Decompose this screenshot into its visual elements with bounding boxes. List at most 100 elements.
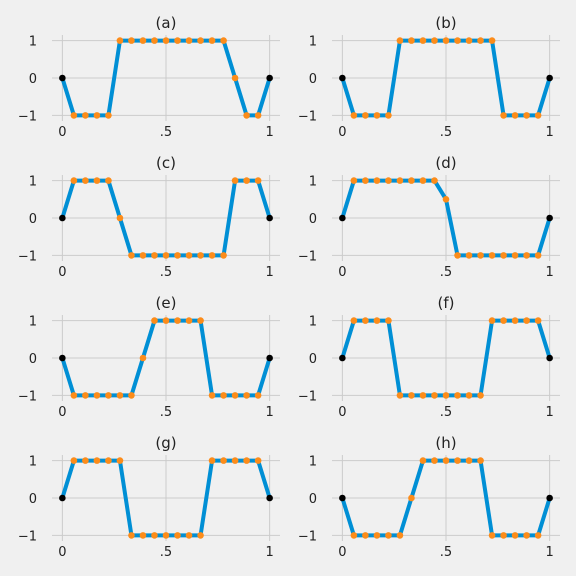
data-point	[254, 177, 262, 184]
panel-e: (e) 0 .5 1 −1 0 1	[18, 294, 280, 420]
data-point	[70, 392, 78, 399]
data-point	[385, 532, 392, 539]
data-point	[93, 112, 101, 119]
data-point	[128, 532, 135, 539]
data-point	[162, 37, 170, 44]
data-point	[174, 532, 181, 539]
data-point	[454, 37, 461, 44]
data-point	[385, 177, 392, 184]
data-point	[185, 37, 193, 44]
y-tick-label: −1	[298, 529, 317, 544]
y-tick-label: 0	[309, 212, 317, 227]
x-tick-label: 0	[58, 265, 66, 280]
data-point	[243, 392, 250, 399]
x-tick-label: 1	[545, 545, 553, 560]
data-point	[488, 317, 496, 324]
x-tick-label: .5	[440, 125, 452, 140]
panel-f: (f) 0 .5 1 −1 0 1	[298, 294, 560, 420]
data-point	[408, 37, 415, 44]
data-point	[116, 37, 124, 44]
data-point	[254, 457, 262, 464]
endpoint-marker	[266, 354, 273, 362]
data-point	[385, 112, 392, 119]
data-point	[220, 37, 227, 44]
data-point	[162, 532, 170, 539]
data-point	[465, 252, 473, 259]
data-point	[139, 37, 147, 44]
data-point	[511, 112, 519, 119]
data-point	[139, 354, 147, 362]
data-point	[350, 532, 358, 539]
data-point	[362, 112, 369, 119]
y-tick-label: 0	[309, 72, 317, 87]
endpoint-marker	[339, 354, 346, 362]
data-point	[500, 112, 507, 119]
data-point	[477, 252, 484, 259]
data-point	[350, 112, 358, 119]
data-point	[93, 177, 101, 184]
x-tick-label: 1	[545, 125, 553, 140]
y-tick-label: −1	[18, 389, 37, 404]
data-point	[231, 392, 239, 399]
x-tick-label: 0	[338, 265, 346, 280]
data-point	[116, 392, 124, 399]
data-point	[408, 392, 415, 399]
data-point	[220, 252, 227, 259]
data-point	[511, 532, 519, 539]
x-tick-label: .5	[160, 405, 172, 420]
data-point	[231, 177, 239, 184]
endpoint-marker	[339, 494, 346, 502]
data-point	[139, 532, 147, 539]
data-point	[477, 392, 484, 399]
x-tick-label: 0	[58, 405, 66, 420]
x-tick-label: .5	[440, 545, 452, 560]
x-tick-label: 1	[265, 125, 273, 140]
data-point	[465, 457, 473, 464]
y-tick-label: 0	[29, 212, 37, 227]
endpoint-marker	[546, 214, 553, 222]
y-tick-label: 0	[309, 352, 317, 367]
endpoint-marker	[546, 494, 553, 502]
data-point	[523, 112, 530, 119]
data-point	[208, 457, 216, 464]
data-point	[477, 37, 484, 44]
x-tick-label: 0	[338, 405, 346, 420]
data-point	[534, 112, 542, 119]
data-point	[534, 252, 542, 259]
endpoint-marker	[339, 74, 346, 82]
y-tick-label: 0	[309, 492, 317, 507]
x-tick-label: 0	[338, 125, 346, 140]
x-tick-label: 0	[58, 545, 66, 560]
panel-title: (h)	[435, 434, 456, 452]
data-point	[523, 532, 530, 539]
panel-title: (f)	[438, 294, 455, 312]
x-tick-label: 0	[338, 545, 346, 560]
y-tick-label: −1	[298, 389, 317, 404]
endpoint-marker	[59, 494, 66, 502]
y-tick-label: 1	[29, 175, 37, 190]
y-tick-label: 1	[309, 315, 317, 330]
panel-title: (a)	[156, 14, 177, 32]
data-point	[105, 457, 112, 464]
x-tick-label: 0	[58, 125, 66, 140]
data-point	[511, 317, 519, 324]
data-point	[116, 457, 124, 464]
data-point	[442, 457, 450, 464]
data-point	[162, 317, 170, 324]
y-tick-label: 1	[29, 315, 37, 330]
data-point	[431, 37, 438, 44]
y-tick-label: 1	[29, 455, 37, 470]
data-point	[362, 177, 369, 184]
data-point	[362, 317, 369, 324]
data-point	[534, 532, 542, 539]
data-point	[385, 317, 392, 324]
data-point	[442, 392, 450, 399]
data-point	[454, 392, 461, 399]
data-point	[488, 37, 496, 44]
x-tick-label: .5	[440, 265, 452, 280]
panel-c: (c) 0 .5 1 −1 0 1	[18, 154, 280, 280]
endpoint-marker	[266, 494, 273, 502]
data-point	[208, 392, 216, 399]
data-point	[350, 317, 358, 324]
data-point	[197, 317, 204, 324]
